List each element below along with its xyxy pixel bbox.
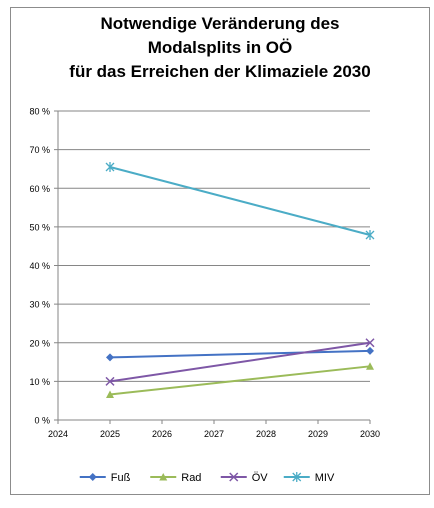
- legend-marker: [229, 472, 239, 482]
- series-line: [109, 365, 371, 396]
- y-tick-label: 80 %: [29, 107, 50, 117]
- legend-item-Fuß: Fuß: [79, 472, 131, 484]
- legend: Fuß Rad ÖV MIV: [79, 472, 335, 484]
- x-tick-label: 2026: [152, 429, 172, 439]
- data-point: [365, 338, 375, 348]
- chart-frame: [10, 7, 430, 495]
- x-tick-label: 2024: [48, 429, 68, 439]
- data-point: [365, 229, 375, 240]
- legend-marker: [88, 473, 97, 481]
- legend-marker: [292, 472, 302, 482]
- y-tick-label: 40 %: [29, 261, 50, 271]
- legend-label: ÖV: [252, 472, 269, 484]
- series-MIV: [105, 162, 375, 240]
- chart-title-line-2: Modalsplits in OÖ: [147, 38, 293, 57]
- y-tick-label: 70 %: [29, 145, 50, 155]
- chart-title-line-3: für das Erreichen der Klimaziele 2030: [69, 62, 371, 81]
- y-tick-label: 10 %: [29, 377, 50, 387]
- legend-item-Rad: Rad: [150, 472, 201, 484]
- y-tick-label: 60 %: [29, 184, 50, 194]
- series-line: [109, 341, 371, 383]
- x-tick-label: 2029: [308, 429, 328, 439]
- data-point: [106, 353, 114, 362]
- legend-label: Rad: [181, 472, 201, 484]
- legend-item-MIV: MIV: [283, 472, 335, 484]
- legend-marker: [159, 473, 168, 481]
- chart-title-line-1: Notwendige Veränderung des: [100, 14, 340, 33]
- y-tick-label: 30 %: [29, 300, 50, 310]
- data-point: [366, 346, 374, 355]
- series-Fuß: [106, 346, 374, 362]
- y-tick-label: 0 %: [34, 416, 50, 426]
- legend-label: Fuß: [111, 472, 131, 484]
- data-point: [366, 362, 374, 370]
- series-line: [109, 166, 371, 236]
- data-point: [105, 162, 115, 173]
- y-tick-label: 50 %: [29, 222, 50, 232]
- x-axis-ticks: 2024 2025 2026 2027 2028 2029 2030: [48, 420, 380, 439]
- series-ÖV: [105, 338, 375, 386]
- data-point: [106, 390, 114, 399]
- x-tick-label: 2027: [204, 429, 224, 439]
- x-tick-label: 2030: [360, 429, 380, 439]
- x-tick-label: 2025: [100, 429, 120, 439]
- gridlines: [58, 110, 370, 382]
- data-point: [105, 376, 115, 386]
- chart-title: Notwendige Veränderung des Modalsplits i…: [10, 12, 430, 84]
- y-tick-label: 20 %: [29, 338, 50, 348]
- legend-label: MIV: [315, 472, 335, 484]
- series-line: [109, 349, 371, 359]
- y-axis-ticks: 0 % 10 % 20 % 30 % 40 % 50 % 60 % 70 % 80 %: [29, 107, 58, 426]
- legend-item-ÖV: ÖV: [220, 472, 269, 484]
- series-Rad: [106, 362, 374, 399]
- series-layer: [105, 162, 375, 399]
- x-tick-label: 2028: [256, 429, 276, 439]
